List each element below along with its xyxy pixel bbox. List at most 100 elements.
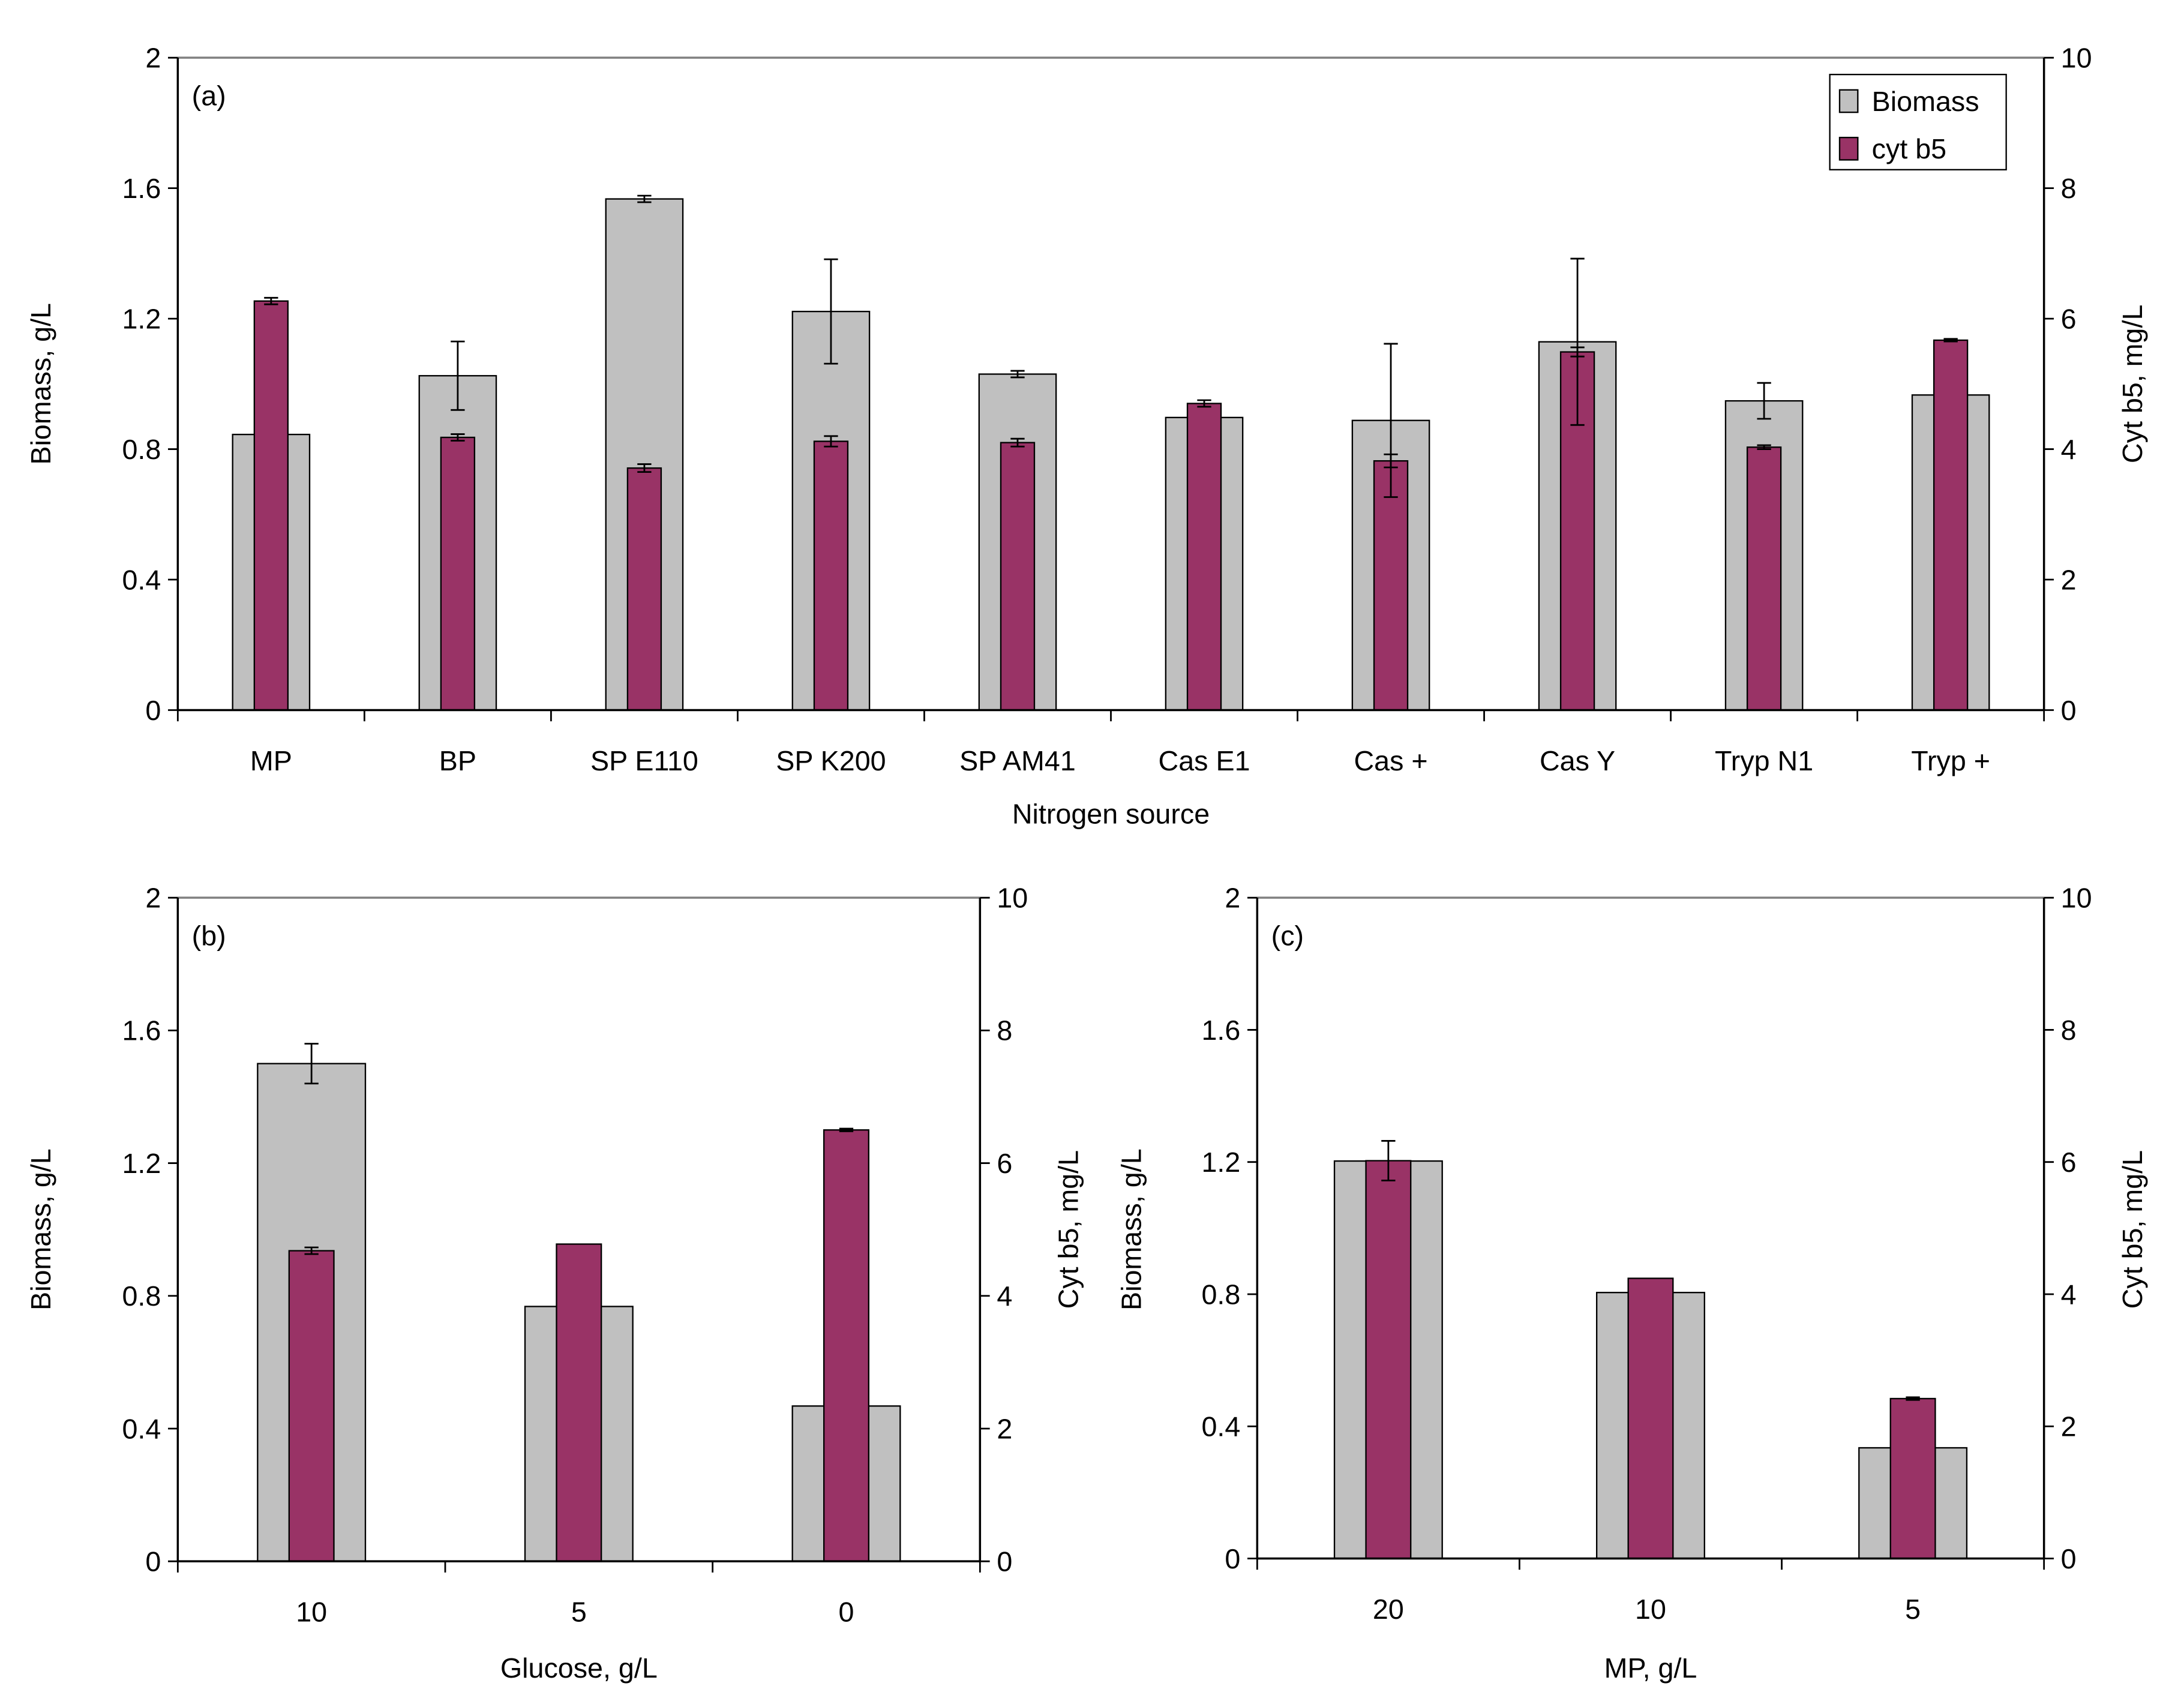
error-bar-cyt-0 [304,1246,319,1255]
y-tick-label-right: 8 [2061,1015,2077,1046]
error-bar-biomass-7 [1570,257,1585,426]
x-tick-label: SP AM41 [959,745,1076,776]
y-tick-label-right: 6 [2061,1147,2077,1178]
x-axis-title: Glucose, g/L [500,1652,658,1684]
y-axis-title-right: Cyt b5, mg/L [2117,1150,2148,1309]
panel-label: (c) [1271,920,1304,952]
error-bar-cyt-0 [1381,1140,1396,1181]
error-bar-biomass-1 [451,340,465,411]
x-axis-title: MP, g/L [1604,1652,1697,1684]
y-tick-label-left: 0 [145,1546,161,1577]
error-bar-biomass-0 [304,1043,319,1085]
x-tick-label: MP [250,745,292,776]
error-bar-cyt-8 [1757,444,1771,450]
bar-cyt-0 [288,1250,335,1562]
y-tick-label-right: 4 [997,1280,1012,1312]
y-axis-title-right: Cyt b5, mg/L [1053,1150,1084,1309]
error-bar-cyt-3 [824,435,838,448]
y-tick-label-right: 6 [997,1148,1012,1179]
panel-label: (a) [192,80,226,112]
y-tick-label-left: 1.6 [1201,1015,1240,1046]
y-tick-label-right: 4 [2061,434,2077,465]
y-tick-label-right: 0 [2061,695,2077,726]
bar-cyt-5 [1186,403,1222,711]
y-tick-label-left: 0 [145,695,161,726]
error-bar-cyt-1 [451,433,465,442]
bar-cyt-1 [556,1243,602,1562]
legend-box [1829,73,2007,170]
error-bar-cyt-4 [1010,437,1025,448]
x-tick-label: 20 [1373,1594,1404,1625]
y-axis-title-left: Biomass, g/L [25,303,56,465]
legend-label-cyt: cyt b5 [1872,133,1946,164]
x-tick-label: Cas + [1354,745,1427,776]
x-tick-label: BP [439,745,476,776]
bar-cyt-9 [1933,339,1969,711]
y-tick-label-right: 0 [2061,1543,2077,1574]
y-tick-label-right: 8 [2061,173,2077,204]
bar-cyt-8 [1746,446,1782,711]
error-bar-cyt-2 [637,463,652,473]
error-bar-biomass-6 [1384,343,1398,498]
x-tick-label: Tryp + [1911,745,1990,776]
y-tick-label-right: 2 [2061,564,2077,595]
error-bar-cyt-7 [1570,346,1585,358]
y-tick-label-left: 0.8 [122,1280,161,1312]
x-tick-label: 5 [1905,1594,1921,1625]
bar-cyt-6 [1373,460,1409,711]
bar-cyt-2 [1889,1397,1936,1559]
y-tick-label-left: 0 [1225,1543,1240,1574]
y-tick-label-left: 1.2 [122,303,161,334]
y-tick-label-right: 2 [997,1413,1012,1444]
y-tick-label-left: 1.2 [1201,1147,1240,1178]
y-tick-label-left: 1.6 [122,1015,161,1046]
y-tick-label-left: 0.4 [122,564,161,595]
y-tick-label-left: 0.4 [1201,1411,1240,1442]
y-tick-label-right: 10 [2061,883,2092,914]
error-bar-cyt-6 [1384,453,1398,469]
error-bar-biomass-8 [1757,382,1771,420]
y-tick-label-left: 1.2 [122,1148,161,1179]
y-tick-label-left: 2 [145,883,161,914]
x-tick-label: Cas Y [1540,745,1615,776]
bar-cyt-1 [440,436,476,711]
y-axis-title-left: Biomass, g/L [1116,1148,1147,1310]
panel-label: (b) [192,920,226,952]
y-tick-label-right: 4 [2061,1279,2077,1310]
legend [1829,73,2007,170]
error-bar-biomass-3 [824,258,838,365]
bar-cyt-0 [253,300,289,711]
bar-cyt-4 [1000,442,1036,711]
bar-cyt-2 [823,1129,869,1562]
y-tick-label-right: 10 [997,883,1028,914]
bar-cyt-3 [813,440,849,711]
x-tick-label: SP K200 [776,745,886,776]
y-axis-title-left: Biomass, g/L [25,1148,56,1310]
x-tick-label: SP E110 [590,745,698,776]
x-tick-label: 0 [839,1597,854,1628]
y-tick-label-left: 2 [145,43,161,74]
legend-label-biomass: Biomass [1872,86,1979,117]
error-bar-cyt-5 [1197,399,1211,408]
error-bar-cyt-0 [264,296,278,305]
y-tick-label-left: 0.8 [1201,1279,1240,1310]
legend-swatch-cyt [1838,136,1859,161]
x-tick-label: 10 [296,1597,327,1628]
error-bar-cyt-2 [839,1127,854,1132]
x-tick-label: 10 [1635,1594,1666,1625]
y-axis-title-right: Cyt b5, mg/L [2117,305,2148,464]
legend-swatch-biomass [1838,89,1859,113]
error-bar-cyt-2 [1906,1396,1920,1401]
y-tick-label-right: 2 [2061,1411,2077,1442]
y-tick-label-left: 0.4 [122,1413,161,1444]
error-bar-biomass-4 [1010,370,1025,379]
y-tick-label-right: 10 [2061,43,2092,74]
x-tick-label: Tryp N1 [1715,745,1813,776]
x-tick-label: Cas E1 [1159,745,1250,776]
y-tick-label-right: 0 [997,1546,1012,1577]
y-tick-label-left: 1.6 [122,173,161,204]
x-tick-label: 5 [571,1597,587,1628]
x-axis-title: Nitrogen source [1012,799,1210,830]
y-tick-label-left: 0.8 [122,434,161,465]
